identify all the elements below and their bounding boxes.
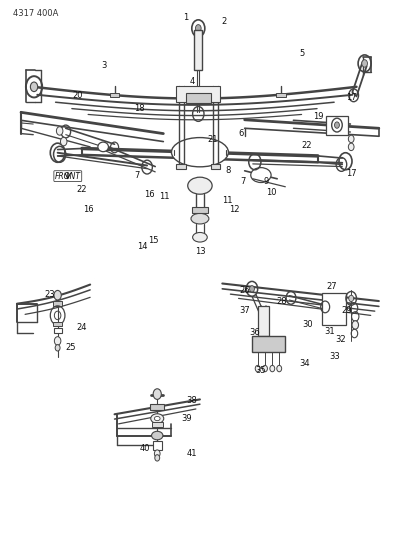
Bar xyxy=(53,301,62,306)
Text: 35: 35 xyxy=(256,366,266,375)
Text: 24: 24 xyxy=(76,323,86,332)
Bar xyxy=(150,403,164,410)
Text: FRONT: FRONT xyxy=(55,172,81,181)
Circle shape xyxy=(155,455,160,461)
Text: 4: 4 xyxy=(190,77,195,86)
Circle shape xyxy=(56,127,63,135)
Ellipse shape xyxy=(193,232,207,242)
Bar xyxy=(192,207,208,213)
Ellipse shape xyxy=(154,416,160,421)
Circle shape xyxy=(263,366,267,372)
Ellipse shape xyxy=(151,431,163,440)
Circle shape xyxy=(270,366,275,372)
Bar xyxy=(53,322,62,326)
Text: 17: 17 xyxy=(346,169,357,178)
Text: 29: 29 xyxy=(341,305,352,314)
Bar xyxy=(153,441,162,450)
Text: 6: 6 xyxy=(238,129,243,138)
Bar xyxy=(276,93,286,98)
Bar xyxy=(258,306,269,336)
Text: 36: 36 xyxy=(249,328,260,337)
Text: 23: 23 xyxy=(44,289,55,298)
Text: 28: 28 xyxy=(277,296,287,305)
Text: 32: 32 xyxy=(335,335,346,344)
Bar xyxy=(152,422,162,427)
Bar xyxy=(326,116,348,135)
Text: 2: 2 xyxy=(221,18,226,27)
Circle shape xyxy=(154,450,160,457)
Circle shape xyxy=(54,290,61,300)
Bar xyxy=(176,164,186,169)
Text: 22: 22 xyxy=(77,185,87,194)
Text: 37: 37 xyxy=(239,305,250,314)
Text: 13: 13 xyxy=(195,247,206,256)
Circle shape xyxy=(335,122,339,128)
Circle shape xyxy=(55,345,60,351)
Ellipse shape xyxy=(151,414,164,423)
Circle shape xyxy=(362,60,368,67)
Circle shape xyxy=(250,286,255,292)
Text: 41: 41 xyxy=(186,449,197,458)
Text: 34: 34 xyxy=(299,359,310,368)
Bar xyxy=(211,164,220,169)
Text: 15: 15 xyxy=(148,237,158,246)
Circle shape xyxy=(54,337,61,345)
Circle shape xyxy=(255,366,260,372)
Text: 17: 17 xyxy=(346,93,357,102)
Text: 5: 5 xyxy=(299,50,304,58)
Text: 19: 19 xyxy=(313,112,324,121)
Circle shape xyxy=(352,321,359,329)
Text: 16: 16 xyxy=(83,205,93,214)
Text: 21: 21 xyxy=(208,135,218,144)
Text: 11: 11 xyxy=(159,192,169,201)
Bar xyxy=(53,328,62,334)
Text: 3: 3 xyxy=(102,61,107,70)
Text: 27: 27 xyxy=(327,282,337,291)
Text: 30: 30 xyxy=(302,320,313,329)
Bar xyxy=(194,30,202,70)
Circle shape xyxy=(348,143,354,151)
Circle shape xyxy=(348,135,354,143)
Text: 14: 14 xyxy=(137,242,147,251)
Text: 20: 20 xyxy=(73,91,83,100)
Text: 18: 18 xyxy=(135,103,145,112)
Text: 40: 40 xyxy=(140,444,150,453)
Text: 39: 39 xyxy=(182,414,192,423)
Ellipse shape xyxy=(171,138,228,167)
Text: 33: 33 xyxy=(330,352,340,361)
Bar xyxy=(322,293,346,325)
Ellipse shape xyxy=(98,142,109,152)
Bar xyxy=(252,336,284,352)
Text: 10: 10 xyxy=(266,188,276,197)
Bar xyxy=(110,93,120,98)
Bar xyxy=(175,86,220,102)
Text: 31: 31 xyxy=(325,327,335,336)
Bar xyxy=(186,93,211,103)
Circle shape xyxy=(277,366,282,372)
Text: 16: 16 xyxy=(144,190,154,199)
Text: 11: 11 xyxy=(222,196,233,205)
Ellipse shape xyxy=(191,213,209,224)
Text: 38: 38 xyxy=(186,396,197,405)
Circle shape xyxy=(30,82,38,92)
Text: 9: 9 xyxy=(263,177,268,186)
Text: 1: 1 xyxy=(184,13,189,22)
Text: 4317 400A: 4317 400A xyxy=(13,9,58,18)
Text: 22: 22 xyxy=(301,141,312,150)
Ellipse shape xyxy=(188,177,212,194)
Text: 8: 8 xyxy=(226,166,231,175)
Text: 7: 7 xyxy=(134,171,140,180)
Text: 12: 12 xyxy=(229,205,240,214)
Circle shape xyxy=(195,25,201,32)
Circle shape xyxy=(349,295,354,302)
Ellipse shape xyxy=(251,167,271,182)
Text: 26: 26 xyxy=(239,286,250,295)
Text: 25: 25 xyxy=(65,343,76,352)
Text: 7: 7 xyxy=(240,177,245,186)
Circle shape xyxy=(60,138,67,146)
Circle shape xyxy=(153,389,161,399)
